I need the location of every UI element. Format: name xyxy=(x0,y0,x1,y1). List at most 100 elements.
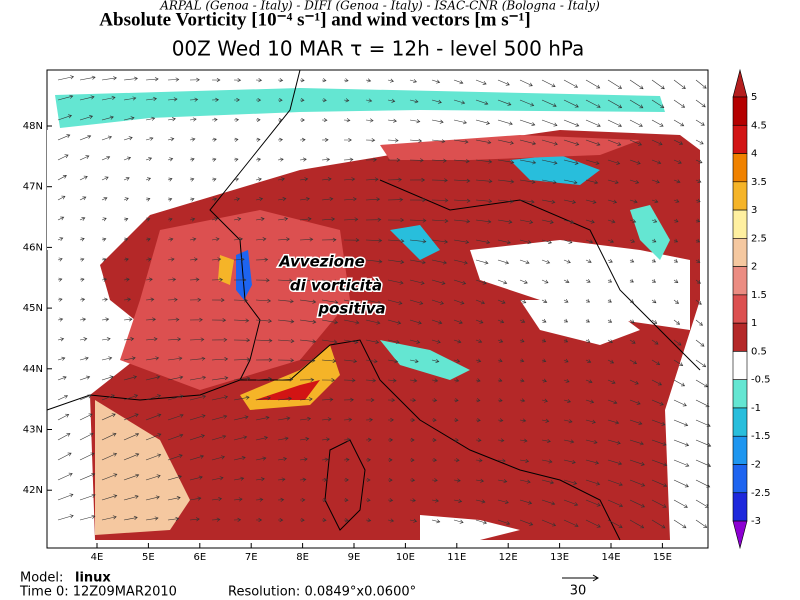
wind-vector xyxy=(145,277,153,282)
wind-vector xyxy=(189,237,197,242)
wind-vector xyxy=(409,99,419,104)
wind-vector xyxy=(57,257,63,262)
wind-vector xyxy=(695,339,705,347)
wind-vector xyxy=(651,319,658,324)
wind-vector xyxy=(629,339,636,344)
wind-vector xyxy=(57,413,70,421)
wind-vector xyxy=(365,518,372,523)
wind-vector xyxy=(453,319,463,325)
wind-vector xyxy=(519,199,535,204)
wind-vector xyxy=(563,279,570,284)
wind-vector xyxy=(101,356,113,361)
wind-vector xyxy=(189,375,207,381)
wind-vector xyxy=(563,79,579,88)
wind-vector xyxy=(343,299,361,305)
wind-vector xyxy=(299,397,313,402)
wind-vector xyxy=(79,196,87,201)
wind-vector xyxy=(409,437,415,443)
wind-vector xyxy=(211,395,229,401)
wind-vector xyxy=(409,378,418,383)
wind-vector xyxy=(321,339,338,344)
wind-vector xyxy=(695,359,707,368)
wind-vector xyxy=(607,298,612,303)
wind-vector xyxy=(321,237,337,242)
wind-vector xyxy=(365,378,377,383)
wind-vector xyxy=(387,498,394,503)
wind-vector xyxy=(145,495,160,501)
wind-vector xyxy=(497,499,509,504)
wind-vector xyxy=(629,479,646,487)
wind-vector xyxy=(695,279,701,284)
wind-vector xyxy=(57,75,75,81)
wind-vector xyxy=(321,319,339,325)
wind-vector xyxy=(255,97,262,103)
wind-vector xyxy=(695,519,708,528)
wind-vector xyxy=(145,177,152,182)
wind-vector xyxy=(497,299,506,304)
wind-vector xyxy=(695,399,710,408)
wind-vector xyxy=(475,259,489,265)
wind-vector xyxy=(211,376,229,381)
wind-vector xyxy=(387,157,401,163)
wind-vector xyxy=(519,398,526,403)
wind-vector xyxy=(453,259,468,265)
wind-vector xyxy=(255,357,273,362)
wind-vector xyxy=(167,317,180,322)
wind-vector xyxy=(79,237,85,242)
wind-vector xyxy=(79,337,88,342)
wind-vector xyxy=(607,519,623,528)
wind-vector xyxy=(695,179,702,183)
wind-vector xyxy=(695,159,703,164)
wind-vector xyxy=(79,155,90,161)
wind-vector xyxy=(387,259,405,264)
wind-vector xyxy=(57,134,71,141)
wind-vector xyxy=(277,98,283,103)
wind-vector xyxy=(277,436,289,441)
wind-vector xyxy=(123,394,139,401)
wind-vector xyxy=(189,137,196,142)
wind-vector xyxy=(651,159,662,165)
wind-vector xyxy=(167,356,183,361)
wind-vector xyxy=(387,238,405,243)
colorbar-label: 1 xyxy=(751,318,757,329)
wind-vector xyxy=(431,299,444,305)
wind-vector xyxy=(475,219,492,224)
wind-vector xyxy=(629,219,637,224)
wind-vector xyxy=(497,279,508,285)
wind-vector xyxy=(453,478,461,483)
wind-vector xyxy=(541,398,548,403)
wind-vector xyxy=(57,277,63,282)
wind-vector xyxy=(255,456,267,461)
wind-vector xyxy=(189,496,202,501)
wind-vector xyxy=(607,139,622,146)
wind-vector xyxy=(585,179,599,185)
wind-vector xyxy=(607,359,615,364)
wind-vector xyxy=(497,119,513,126)
wind-vector xyxy=(651,459,668,467)
wind-vector xyxy=(189,217,196,222)
wind-vector xyxy=(123,337,135,342)
field-shape xyxy=(380,340,470,380)
wind-vector xyxy=(453,279,467,285)
colorbar-segment xyxy=(732,492,748,522)
wind-vector xyxy=(629,459,645,466)
wind-vector xyxy=(211,497,223,502)
wind-vector xyxy=(343,378,356,383)
wind-vector xyxy=(695,218,701,223)
wind-vector xyxy=(475,358,482,363)
wind-vector xyxy=(101,197,108,201)
wind-vector xyxy=(409,498,416,503)
wind-vector xyxy=(343,359,358,364)
wind-vector xyxy=(651,238,657,243)
wind-vector xyxy=(57,337,65,342)
wind-vector xyxy=(255,237,267,242)
field-shape xyxy=(236,250,252,300)
wind-vector xyxy=(123,136,133,141)
wind-vector xyxy=(277,117,283,123)
wind-vector xyxy=(365,238,383,243)
wind-vector xyxy=(233,117,240,122)
wind-vector xyxy=(189,277,200,282)
wind-vector xyxy=(497,338,504,343)
lon-label: 9E xyxy=(348,552,361,563)
